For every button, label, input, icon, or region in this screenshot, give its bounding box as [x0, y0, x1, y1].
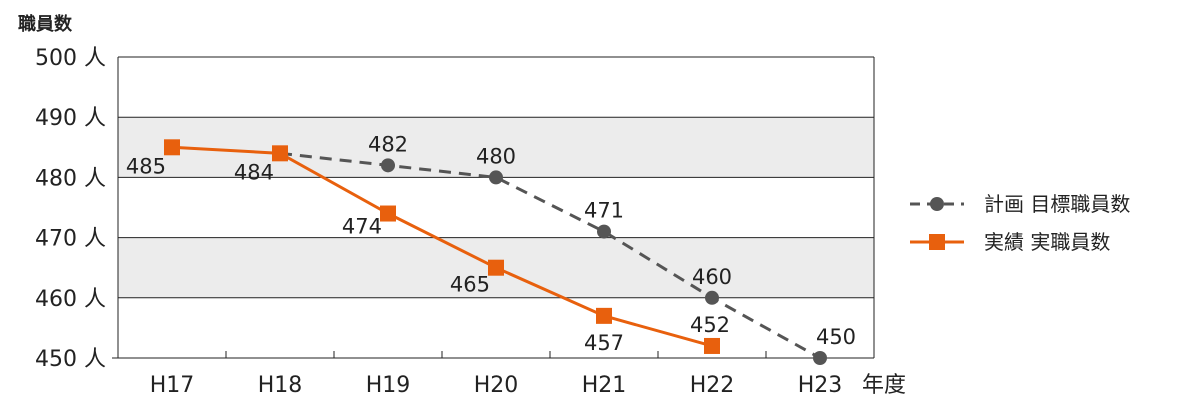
y-tick-label: 460 人 — [35, 287, 106, 312]
data-point — [164, 139, 180, 156]
legend-item: 実績 実職員数 — [910, 230, 1110, 254]
x-tick-label: H23 — [798, 373, 843, 394]
data-label: 482 — [368, 132, 408, 156]
data-point — [596, 307, 612, 324]
data-label: 471 — [584, 199, 624, 223]
y-tick-label: 470 人 — [35, 227, 106, 252]
x-tick-label: H20 — [474, 373, 519, 394]
y-tick-label: 500 人 — [35, 46, 106, 71]
data-point — [380, 205, 396, 222]
legend-marker — [929, 234, 945, 250]
series-line — [279, 151, 821, 360]
grid-band — [118, 117, 874, 178]
data-point — [597, 224, 611, 239]
y-tick-labels: 500 人 490 人 480 人 470 人 460 人 450 人 — [35, 46, 106, 372]
legend-label: 計画 目標職員数 — [984, 192, 1130, 216]
data-point — [704, 337, 720, 354]
x-tick-labels: H17 H18 H19 H20 H21 H22 H23 — [150, 373, 843, 394]
data-label: 480 — [476, 144, 516, 168]
data-label: 457 — [584, 331, 624, 355]
data-point — [489, 170, 503, 185]
actual-series: 485 484 474 465 457 452 — [126, 139, 730, 355]
x-tick-label: H21 — [582, 373, 627, 394]
data-point — [381, 158, 395, 173]
legend-marker — [930, 197, 944, 211]
x-tick-label: H19 — [366, 373, 411, 394]
y-axis-title: 職員数 — [18, 13, 73, 35]
data-point — [272, 145, 288, 162]
y-tick-label: 480 人 — [35, 166, 106, 191]
x-tick-label: H22 — [690, 373, 735, 394]
legend-item: 計画 目標職員数 — [910, 192, 1130, 216]
data-label: 485 — [126, 154, 166, 178]
y-tick-label: 450 人 — [35, 347, 106, 372]
x-tick-label: H18 — [258, 373, 303, 394]
data-point — [813, 351, 827, 365]
data-label: 484 — [234, 160, 274, 184]
data-point — [488, 259, 504, 276]
data-label: 465 — [450, 273, 490, 297]
x-tick-label: H17 — [150, 373, 195, 394]
axes — [112, 56, 875, 359]
data-label: 460 — [692, 265, 732, 289]
legend-label: 実績 実職員数 — [984, 230, 1110, 254]
series-line — [171, 145, 713, 348]
data-label: 452 — [690, 313, 730, 337]
data-label: 474 — [342, 215, 382, 239]
series-layer: 482 480 471 460 450 485 484 474 465 457 452 — [126, 132, 856, 365]
data-point — [705, 290, 719, 305]
y-tick-label: 490 人 — [35, 106, 106, 131]
data-label: 450 — [816, 325, 856, 349]
x-axis-title: 年度 — [862, 373, 906, 394]
